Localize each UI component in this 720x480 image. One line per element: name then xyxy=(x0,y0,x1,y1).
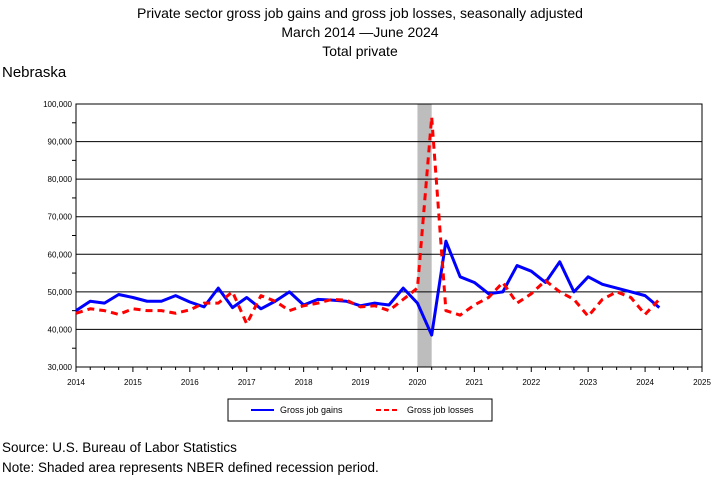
y-tick-label: 30,000 xyxy=(48,363,73,372)
chart-date-range: March 2014 —June 2024 xyxy=(0,23,720,42)
x-tick-label: 2017 xyxy=(238,378,256,387)
chart-title-block: Private sector gross job gains and gross… xyxy=(0,4,720,61)
x-tick-label: 2023 xyxy=(579,378,597,387)
source-note: Source: U.S. Bureau of Labor Statistics xyxy=(2,440,237,455)
x-tick-label: 2018 xyxy=(295,378,313,387)
date-range-start: March 2014 xyxy=(281,24,356,40)
y-tick-label: 100,000 xyxy=(43,100,72,109)
x-tick-label: 2015 xyxy=(124,378,142,387)
chart-subtitle: Total private xyxy=(322,43,398,59)
legend-losses-label: Gross job losses xyxy=(407,405,474,415)
y-tick-label: 90,000 xyxy=(48,138,73,147)
gross-job-gains-line xyxy=(75,239,661,337)
x-tick-label: 2022 xyxy=(522,378,540,387)
x-tick-label: 2024 xyxy=(636,378,654,387)
x-tick-label: 2014 xyxy=(67,378,85,387)
date-range-end: June 2024 xyxy=(373,24,439,40)
y-tick-label: 40,000 xyxy=(48,325,73,334)
region-label: Nebraska xyxy=(2,64,67,81)
x-tick-label: 2025 xyxy=(693,378,711,387)
date-range-dash: — xyxy=(359,24,374,40)
x-tick-label: 2019 xyxy=(352,378,370,387)
gross-job-losses-line xyxy=(75,115,661,326)
legend-gains-label: Gross job gains xyxy=(280,405,343,415)
y-tick-label: 60,000 xyxy=(48,250,73,259)
y-tick-label: 50,000 xyxy=(48,288,73,297)
x-tick-label: 2016 xyxy=(181,378,199,387)
recession-note: Note: Shaded area represents NBER define… xyxy=(2,460,379,475)
y-tick-label: 80,000 xyxy=(48,175,73,184)
y-tick-label: 70,000 xyxy=(48,213,73,222)
legend-box xyxy=(227,398,493,422)
plot-frame xyxy=(75,103,703,368)
x-tick-label: 2020 xyxy=(409,378,427,387)
chart-title: Private sector gross job gains and gross… xyxy=(137,5,583,21)
x-tick-label: 2021 xyxy=(465,378,483,387)
